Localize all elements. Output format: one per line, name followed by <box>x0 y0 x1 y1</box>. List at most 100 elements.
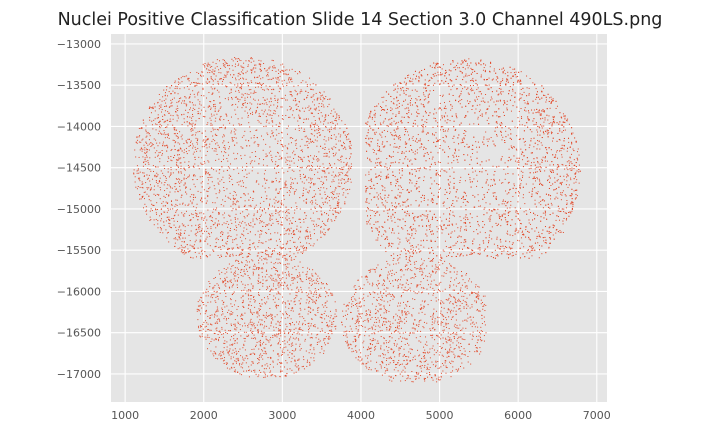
data-point <box>230 163 232 165</box>
data-point <box>382 101 384 103</box>
data-point <box>320 236 322 238</box>
data-point <box>274 113 276 115</box>
data-point <box>287 73 289 75</box>
data-point <box>187 204 189 206</box>
data-point <box>229 92 231 94</box>
data-point <box>203 139 205 141</box>
data-point <box>283 71 285 73</box>
data-point <box>201 71 203 73</box>
data-point <box>332 122 334 124</box>
data-point <box>377 162 379 164</box>
data-point <box>252 220 254 222</box>
data-point <box>226 115 228 117</box>
data-point <box>255 181 257 183</box>
data-point <box>404 108 406 110</box>
data-point <box>271 78 273 80</box>
data-point <box>315 107 317 109</box>
data-point <box>243 227 245 229</box>
data-point <box>477 194 479 196</box>
data-point <box>251 111 253 113</box>
data-point <box>309 124 311 126</box>
data-point <box>172 217 174 219</box>
data-point <box>192 245 194 247</box>
data-point <box>479 254 481 256</box>
data-point <box>399 192 401 194</box>
data-point <box>200 75 202 77</box>
data-point <box>192 246 194 248</box>
data-point <box>343 132 345 134</box>
data-point <box>478 205 480 207</box>
data-point <box>148 163 150 165</box>
data-point <box>324 212 326 214</box>
data-point <box>515 71 517 73</box>
data-point <box>251 58 253 60</box>
data-point <box>176 161 178 163</box>
data-point <box>162 172 164 174</box>
data-point <box>181 180 183 182</box>
data-point <box>192 145 194 147</box>
data-point <box>176 133 178 135</box>
data-point <box>223 245 225 247</box>
data-point <box>325 197 327 199</box>
data-point <box>512 252 514 254</box>
data-point <box>288 233 290 235</box>
data-point <box>441 73 443 75</box>
data-point <box>247 65 249 67</box>
data-point <box>257 76 259 78</box>
data-point <box>183 240 185 242</box>
data-point <box>164 94 166 96</box>
data-point <box>161 154 163 156</box>
data-point <box>281 137 283 139</box>
data-point <box>208 92 210 94</box>
data-point <box>269 66 271 68</box>
data-point <box>546 151 548 153</box>
data-point <box>159 226 161 228</box>
data-point <box>318 119 320 121</box>
data-point <box>398 185 400 187</box>
data-point <box>189 72 191 74</box>
data-point <box>167 231 169 233</box>
data-point <box>275 196 277 198</box>
data-point <box>208 174 210 176</box>
data-point <box>542 156 544 158</box>
data-point <box>250 113 252 115</box>
data-point <box>478 91 480 93</box>
data-point <box>249 102 251 104</box>
data-point <box>300 230 302 232</box>
data-point <box>291 114 293 116</box>
data-point <box>314 130 316 132</box>
data-points <box>133 57 581 383</box>
data-point <box>270 97 272 99</box>
data-point <box>190 129 192 131</box>
data-point <box>485 202 487 204</box>
data-point <box>306 231 308 233</box>
data-point <box>338 203 340 205</box>
data-point <box>174 205 176 207</box>
data-point <box>505 80 507 82</box>
data-point <box>265 212 267 214</box>
data-point <box>308 165 310 167</box>
data-point <box>387 212 389 214</box>
data-point <box>194 248 196 250</box>
data-point <box>209 69 211 71</box>
data-point <box>290 188 292 190</box>
data-point <box>537 140 539 142</box>
data-point <box>431 230 433 232</box>
data-point <box>555 107 557 109</box>
data-point <box>418 96 420 98</box>
data-point <box>263 62 265 64</box>
data-point <box>281 221 283 223</box>
data-point <box>217 82 219 84</box>
data-point <box>459 99 461 101</box>
data-point <box>566 167 568 169</box>
data-point <box>260 122 262 124</box>
data-point <box>205 240 207 242</box>
data-point <box>232 184 234 186</box>
data-point <box>521 242 523 244</box>
data-point <box>265 241 267 243</box>
data-point <box>298 71 300 73</box>
data-point <box>332 148 334 150</box>
data-point <box>259 234 261 236</box>
data-point <box>295 99 297 101</box>
data-point <box>297 166 299 168</box>
